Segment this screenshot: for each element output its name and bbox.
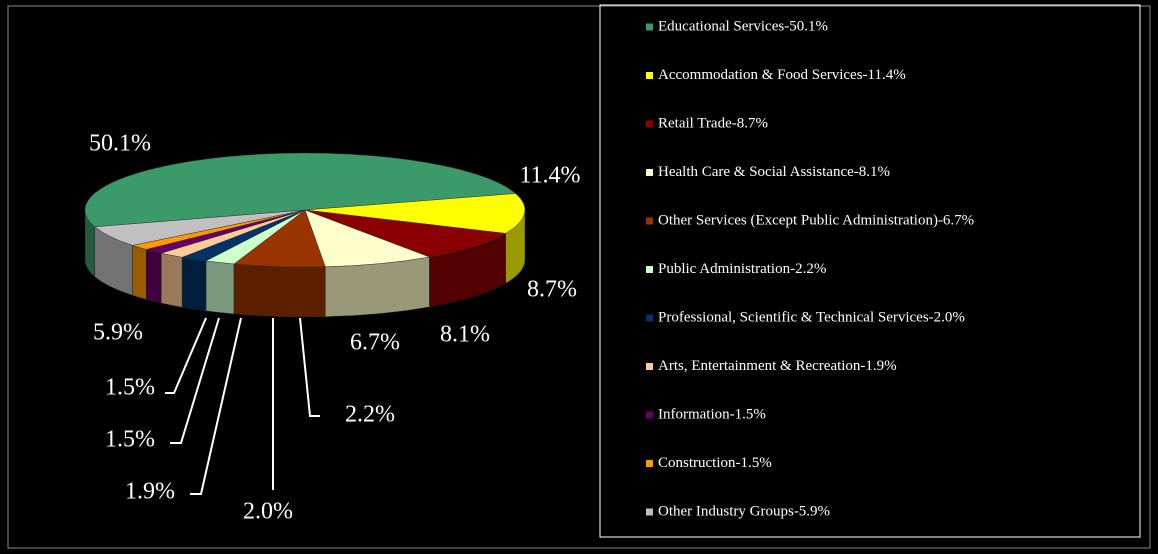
- slice-side: [205, 260, 235, 315]
- data-label: 6.7%: [350, 330, 400, 356]
- data-label: 11.4%: [519, 163, 580, 189]
- legend-marker: [646, 411, 653, 419]
- legend-marker: [646, 363, 653, 370]
- legend-label: Public Administration-2.2%: [658, 261, 826, 277]
- legend-box: [599, 4, 1141, 538]
- legend-label: Educational Services-50.1%: [658, 18, 828, 34]
- legend-label: Other Services (Except Public Administra…: [658, 212, 974, 228]
- legend-marker: [646, 23, 653, 31]
- legend-label: Information-1.5%: [658, 406, 766, 422]
- data-label: 8.7%: [527, 277, 577, 303]
- legend-label: Construction-1.5%: [658, 455, 772, 471]
- slice: [84, 152, 517, 228]
- legend-marker: [646, 314, 653, 322]
- data-label: 8.1%: [440, 322, 490, 348]
- legend-label: Arts, Entertainment & Recreation-1.9%: [658, 358, 897, 374]
- legend-marker: [646, 508, 653, 516]
- data-label: 50.1%: [89, 131, 151, 157]
- data-label: 1.5%: [105, 375, 155, 401]
- legend-marker: [646, 120, 653, 128]
- slice: [304, 193, 526, 234]
- legend-label: Retail Trade-8.7%: [658, 115, 768, 131]
- slice: [304, 209, 507, 258]
- leader-line: [165, 317, 207, 394]
- legend-label: Health Care & Social Assistance-8.1%: [658, 164, 890, 180]
- data-label: 2.0%: [243, 499, 293, 525]
- legend-marker: [646, 169, 653, 176]
- leader-line: [299, 317, 320, 417]
- data-label: 1.9%: [125, 479, 175, 505]
- legend-marker: [646, 266, 653, 273]
- leader-line: [190, 317, 242, 495]
- data-label: 2.2%: [345, 402, 395, 428]
- slice-side: [132, 245, 147, 300]
- slice-side: [233, 263, 326, 318]
- legend-marker: [646, 72, 653, 79]
- slice-side: [145, 249, 162, 304]
- slice-side: [160, 252, 183, 308]
- legend-marker: [646, 217, 653, 225]
- leader-lines: [165, 317, 320, 495]
- chart-frame: [7, 5, 1151, 549]
- data-label: 5.9%: [93, 320, 143, 346]
- legend-label: Accommodation & Food Services-11.4%: [658, 67, 906, 83]
- data-label: 1.5%: [105, 427, 155, 453]
- slice-side: [181, 256, 207, 312]
- legend-label: Other Industry Groups-5.9%: [658, 503, 830, 519]
- slice: [94, 209, 306, 246]
- leader-line: [170, 317, 220, 444]
- legend-label: Professional, Scientific & Technical Ser…: [658, 309, 965, 325]
- slice: [304, 209, 431, 268]
- legend-marker: [646, 460, 653, 467]
